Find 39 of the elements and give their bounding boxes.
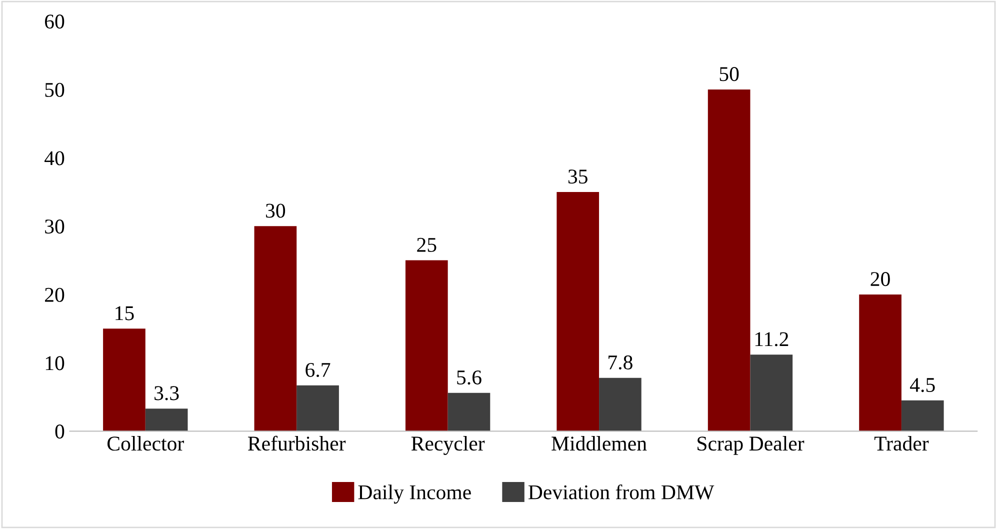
x-tick-label: Middlemen	[552, 436, 647, 451]
y-tick-label: 60	[44, 14, 64, 29]
bar	[708, 89, 750, 432]
data-label: 5.6	[457, 370, 482, 385]
bar	[405, 260, 448, 432]
data-label: 25	[417, 238, 436, 252]
y-tick-label: 30	[45, 220, 64, 234]
data-label: 6.7	[306, 362, 330, 378]
bar	[750, 354, 793, 432]
y-tick-label: 20	[45, 288, 64, 302]
bar	[103, 328, 146, 432]
data-label: 11.2	[755, 332, 788, 346]
y-tick-label: 50	[45, 82, 64, 97]
legend-label: Daily Income	[358, 484, 471, 504]
data-label: 35	[568, 170, 588, 184]
data-label: 3.3	[154, 386, 179, 400]
x-tick-label: Collector	[107, 436, 184, 451]
y-tick-label: 0	[55, 424, 64, 439]
y-tick-label: 40	[44, 151, 64, 166]
x-tick-label: Refurbisher	[248, 436, 346, 451]
data-label: 20	[870, 272, 890, 286]
bar	[599, 378, 642, 432]
bar	[556, 192, 600, 432]
bar	[145, 408, 188, 432]
x-tick-label: Trader	[874, 436, 929, 451]
data-label: 50	[720, 67, 739, 82]
bar	[901, 400, 944, 432]
x-tick-label: Scrap Dealer	[698, 436, 804, 455]
legend-label: Deviation from DMW	[528, 484, 714, 500]
y-tick-label: 10	[46, 356, 64, 370]
data-label: 4.5	[910, 378, 935, 392]
data-label: 7.8	[608, 355, 632, 370]
data-label: 30	[266, 204, 286, 218]
bar	[859, 294, 902, 432]
x-tick-label: Recycler	[411, 436, 485, 455]
bar	[254, 226, 297, 432]
data-label: 15	[116, 306, 134, 320]
bar	[448, 392, 490, 432]
bar	[296, 385, 339, 432]
